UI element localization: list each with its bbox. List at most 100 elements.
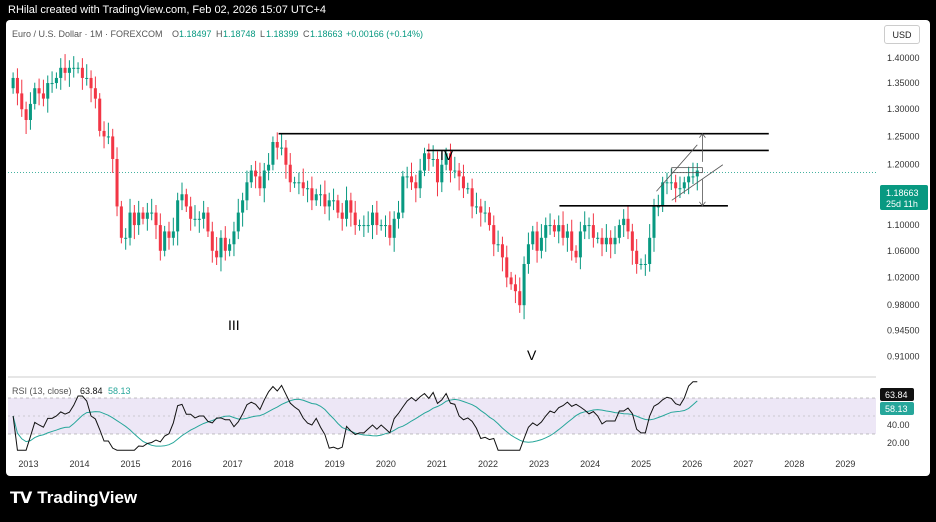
candle-body: [323, 194, 327, 207]
candle-body: [59, 67, 63, 78]
candle-body: [132, 212, 136, 226]
candle-body: [648, 237, 652, 264]
candle-body: [518, 291, 522, 306]
candle-body: [271, 142, 275, 165]
year-tick-label: 2029: [835, 459, 855, 469]
candle-body: [80, 67, 84, 78]
candle-body: [353, 212, 357, 226]
candle-body: [418, 170, 422, 189]
candle-body: [254, 170, 258, 177]
candle-body: [202, 212, 206, 219]
candle-body: [526, 244, 530, 264]
legend-high: 1.18748: [223, 29, 256, 39]
year-tick-label: 2013: [18, 459, 38, 469]
candle-body: [258, 176, 262, 189]
candle-body: [15, 77, 19, 94]
year-tick-label: 2021: [427, 459, 447, 469]
rsi-legend-value: 63.84: [80, 386, 103, 396]
candle-body: [669, 182, 673, 184]
arrow-up-head: [699, 132, 706, 138]
candle-body: [366, 225, 370, 227]
candle-body: [37, 88, 41, 94]
candle-body: [63, 67, 67, 73]
candle-body: [154, 212, 158, 226]
candle-body: [262, 170, 266, 189]
candle-body: [184, 194, 188, 207]
candle-body: [496, 244, 500, 246]
drawings-group: [278, 132, 769, 207]
candle-body: [392, 218, 396, 238]
candle-body: [578, 231, 582, 258]
candle-body: [54, 77, 58, 84]
tradingview-brand: 𝗧𝗩 TradingView: [10, 488, 137, 508]
candle-body: [691, 176, 695, 178]
price-tick-label: 1.20000: [887, 160, 920, 170]
candle-body: [11, 77, 15, 89]
candle-body: [345, 200, 349, 219]
rsi-line: [12, 381, 698, 451]
wave-label-iii: III: [228, 317, 240, 333]
candle-body: [661, 182, 665, 207]
candle-body: [85, 77, 89, 79]
wave-label-v: V: [527, 347, 537, 363]
price-tick-label: 1.10000: [887, 220, 920, 230]
candle-body: [431, 158, 435, 160]
brand-name: TradingView: [37, 488, 138, 507]
candle-body: [310, 188, 314, 201]
year-tick-label: 2019: [325, 459, 345, 469]
legend-symbol: Euro / U.S. Dollar · 1M · FOREXCOM: [12, 29, 163, 39]
candle-body: [448, 153, 452, 171]
price-badge: [880, 185, 928, 210]
candle-body: [388, 225, 392, 238]
candle-body: [219, 237, 223, 258]
candle-body: [617, 225, 621, 238]
candle-body: [587, 225, 591, 227]
arrow-down-head: [699, 201, 706, 207]
candle-body: [228, 244, 232, 251]
candle-body: [332, 200, 336, 202]
candle-body: [358, 225, 362, 227]
candle-body: [492, 225, 496, 245]
currency-button[interactable]: USD: [884, 25, 920, 44]
legend-close: 1.18663: [310, 29, 343, 39]
candle-body: [33, 88, 37, 104]
candle-body: [141, 212, 145, 219]
candle-body: [137, 212, 141, 226]
candle-body: [596, 237, 600, 239]
candle-body: [102, 130, 106, 137]
year-tick-label: 2028: [784, 459, 804, 469]
candle-body: [522, 263, 526, 306]
candle-body: [630, 231, 634, 251]
candle-body: [115, 158, 119, 207]
candle-body: [461, 176, 465, 189]
year-tick-label: 2014: [69, 459, 89, 469]
candle-body: [682, 182, 686, 189]
price-axis: 1.400001.350001.300001.250001.200001.140…: [8, 53, 920, 362]
legend-low: 1.18399: [266, 29, 299, 39]
candle-body: [379, 225, 383, 227]
candle-body: [427, 153, 431, 159]
candle-body: [371, 212, 375, 226]
candle-body: [297, 182, 301, 184]
year-tick-label: 2025: [631, 459, 651, 469]
candle-body: [76, 67, 80, 69]
candle-body: [275, 142, 279, 148]
candle-body: [544, 225, 548, 238]
candle-body: [206, 212, 210, 232]
candle-body: [319, 194, 323, 196]
legend-open: 1.18497: [179, 29, 212, 39]
candle-body: [656, 206, 660, 208]
candle-body: [158, 225, 162, 251]
box-annotation: [671, 167, 703, 174]
candle-body: [500, 244, 504, 258]
legend-change: +0.00166 (+0.14%): [346, 29, 423, 39]
candle-body: [505, 257, 509, 278]
candle-body: [119, 206, 123, 238]
candle-body: [643, 263, 647, 265]
price-tick-label: 1.40000: [887, 53, 920, 63]
candle-body: [180, 194, 184, 201]
candle-body: [145, 212, 149, 219]
candle-body: [106, 136, 110, 138]
candle-body: [613, 237, 617, 245]
